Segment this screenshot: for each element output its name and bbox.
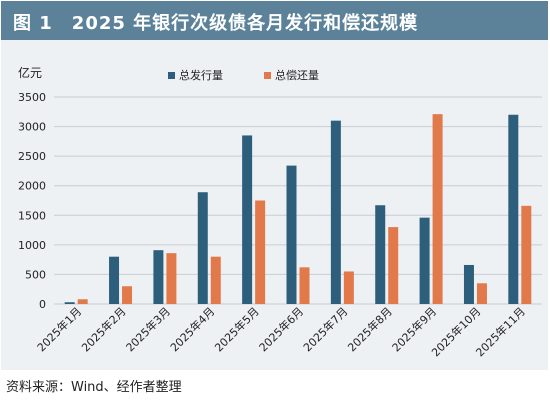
- legend-label-1: 总发行量: [179, 68, 223, 82]
- x-tick-label: 2025年3月: [123, 304, 173, 354]
- y-tick-label: 0: [39, 298, 46, 311]
- bar-issuance: [109, 256, 120, 304]
- y-tick-label: 3500: [18, 91, 46, 104]
- x-tick-label: 2025年8月: [345, 304, 395, 354]
- bar-repayment: [476, 283, 487, 304]
- y-tick-label: 1000: [18, 239, 46, 252]
- bar-repayment: [122, 286, 133, 304]
- bar-repayment: [388, 227, 399, 304]
- y-tick-label: 500: [25, 268, 46, 281]
- y-tick-label: 1500: [18, 209, 46, 222]
- bar-issuance: [419, 217, 430, 304]
- bar-repayment: [432, 114, 443, 304]
- bar-issuance: [330, 120, 341, 305]
- bar-repayment: [343, 271, 354, 304]
- x-tick-label: 2025年5月: [212, 304, 262, 354]
- legend-swatch-1: [168, 72, 175, 79]
- bar-chart: 亿元 0 500 1000 1500 2000 2500 3000 3500 总发行量 总偿还量 20…: [18, 65, 542, 359]
- figure-frame: 图 1 2025 年银行次级债各月发行和偿还规模 亿元 0 500 1000 1500 2…: [1, 1, 548, 370]
- x-tick-label: 2025年4月: [167, 304, 217, 354]
- bar-repayment: [166, 253, 177, 304]
- bar-repayment: [77, 299, 88, 304]
- legend-label-2: 总偿还量: [275, 68, 319, 82]
- bar-repayment: [210, 256, 221, 304]
- bar-issuance: [64, 302, 75, 304]
- source-note: 资料来源：Wind、经作者整理: [6, 380, 182, 395]
- y-axis-unit-label: 亿元: [18, 65, 42, 80]
- bar-issuance: [286, 165, 297, 304]
- y-tick-label: 2000: [18, 180, 46, 193]
- bar-issuance: [197, 192, 208, 304]
- x-tick-label: 2025年6月: [256, 304, 306, 354]
- x-tick-label: 2025年1月: [34, 304, 84, 354]
- bar-issuance: [375, 205, 386, 304]
- x-tick-label: 2025年2月: [78, 304, 128, 354]
- bar-repayment: [255, 200, 266, 304]
- bar-issuance: [508, 114, 519, 304]
- y-tick-label: 2500: [18, 150, 46, 163]
- legend-swatch-2: [264, 72, 271, 79]
- bar-issuance: [242, 135, 253, 304]
- bar-repayment: [299, 267, 310, 304]
- figure-title: 图 1 2025 年银行次级债各月发行和偿还规模: [13, 13, 419, 34]
- bar-repayment: [521, 205, 532, 304]
- title-bar: 图 1 2025 年银行次级债各月发行和偿还规模: [1, 1, 548, 40]
- bar-issuance: [463, 264, 474, 304]
- y-tick-label: 3000: [18, 121, 46, 134]
- x-tick-label: 2025年7月: [300, 304, 350, 354]
- bar-issuance: [153, 250, 164, 304]
